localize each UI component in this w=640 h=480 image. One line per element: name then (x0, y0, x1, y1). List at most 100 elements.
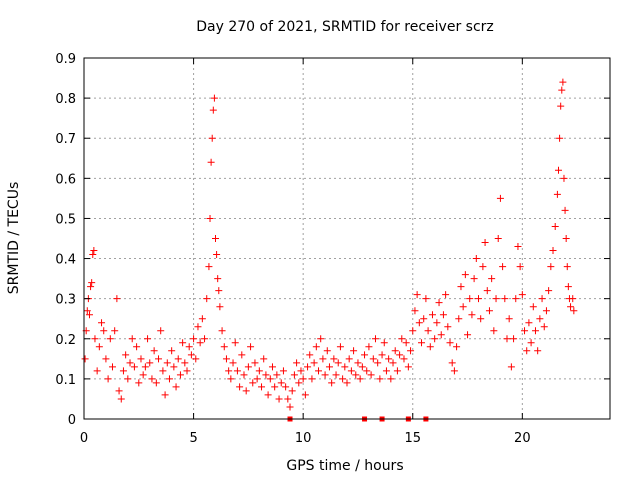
data-point (308, 375, 316, 383)
data-point (262, 371, 270, 379)
data-point (238, 351, 246, 359)
data-point (90, 247, 98, 255)
data-point (297, 367, 305, 375)
data-point (531, 327, 539, 335)
data-point (155, 355, 163, 363)
data-point (468, 311, 476, 319)
data-point (387, 375, 395, 383)
data-point (477, 315, 485, 323)
data-point (523, 347, 531, 355)
data-point (559, 78, 567, 86)
data-point (93, 367, 101, 375)
x-axis-label: GPS time / hours (286, 458, 403, 474)
data-point (251, 359, 259, 367)
x-tick-label: 20 (514, 431, 531, 446)
data-point (268, 363, 276, 371)
data-point (411, 307, 419, 315)
data-point (341, 363, 349, 371)
data-point (229, 359, 237, 367)
data-point (554, 166, 562, 174)
data-point (210, 94, 218, 102)
data-point (212, 235, 219, 242)
data-point (481, 239, 489, 247)
data-point (190, 335, 198, 343)
data-point (301, 391, 309, 399)
data-point (133, 343, 141, 351)
data-point (157, 327, 165, 335)
data-point (453, 343, 461, 351)
data-point (393, 367, 401, 375)
data-point (317, 335, 325, 343)
data-point (277, 379, 285, 387)
data-point (501, 295, 509, 303)
data-point (95, 343, 103, 351)
data-point (288, 387, 296, 395)
data-point (422, 295, 430, 303)
data-point (247, 343, 255, 351)
data-point (431, 335, 439, 343)
data-point (558, 86, 566, 94)
data-point (91, 335, 99, 343)
data-point (242, 387, 250, 395)
data-point (334, 359, 342, 367)
data-point (450, 367, 458, 375)
data-point (350, 347, 358, 355)
data-point (299, 375, 307, 383)
data-point (139, 371, 147, 379)
data-point (111, 327, 119, 335)
data-point (161, 391, 169, 399)
data-point (207, 158, 215, 166)
data-point (433, 319, 441, 327)
data-point (380, 339, 388, 347)
x-tick-label: 10 (295, 431, 312, 446)
data-point (124, 375, 132, 383)
data-point (420, 315, 428, 323)
data-point (510, 335, 518, 343)
data-point (273, 371, 281, 379)
y-tick-label: 0.3 (55, 293, 76, 308)
data-point (492, 295, 500, 303)
data-point (144, 335, 152, 343)
data-point (192, 355, 200, 363)
data-point (130, 363, 138, 371)
data-point (527, 339, 535, 347)
data-point (315, 367, 323, 375)
y-tick-label: 0.9 (55, 52, 76, 67)
data-point (85, 311, 93, 319)
data-point (488, 275, 496, 283)
axis-ticks: 0 0.1 0.2 0.3 0.4 0.5 0.6 0.7 0.8 0.9 0 5 10 15 20 (55, 52, 610, 446)
data-point (551, 222, 559, 230)
data-point (496, 194, 504, 202)
data-point (479, 263, 487, 271)
data-point (415, 319, 423, 327)
data-point (98, 319, 106, 327)
data-point (549, 247, 557, 255)
data-point (448, 359, 456, 367)
data-point (426, 343, 434, 351)
data-point (567, 303, 575, 311)
data-point (222, 355, 230, 363)
data-point (141, 363, 149, 371)
data-point (218, 327, 226, 335)
data-point (266, 375, 274, 383)
data-point (404, 363, 412, 371)
data-point (336, 343, 344, 351)
data-point (286, 403, 294, 411)
data-point (536, 315, 544, 323)
y-tick-label: 0.4 (55, 253, 76, 268)
x-tick-label: 5 (189, 431, 197, 446)
data-point (295, 379, 303, 387)
data-point (290, 371, 298, 379)
data-point (538, 295, 546, 303)
data-point (369, 355, 377, 363)
data-point (570, 307, 578, 315)
data-point (407, 347, 415, 355)
y-tick-label: 0 (68, 413, 76, 428)
data-point (343, 379, 351, 387)
data-point (455, 315, 463, 323)
data-point (512, 295, 520, 303)
data-point (466, 295, 474, 303)
data-point (499, 263, 507, 271)
data-point (213, 251, 221, 259)
data-point (100, 327, 108, 335)
